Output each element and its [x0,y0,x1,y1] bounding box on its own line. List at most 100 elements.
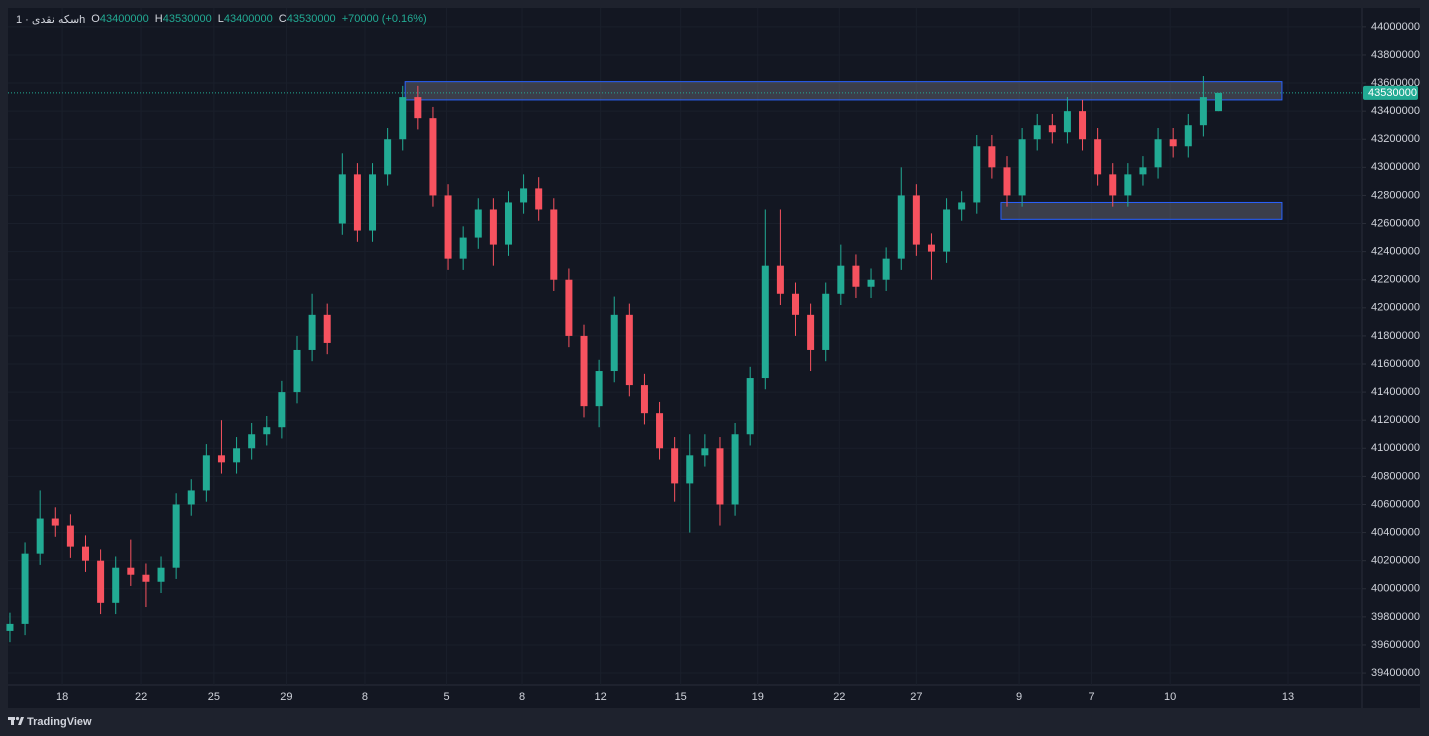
y-tick-label: 39800000 [1371,611,1420,623]
candle-body [595,371,603,407]
ohlc-value: 43400000 [99,13,149,25]
y-tick-label: 43000000 [1371,161,1420,173]
candle-body [912,195,920,245]
candle-body [474,209,482,238]
y-tick-label: 41200000 [1371,414,1420,426]
candle-body [36,518,44,554]
candle-body [1139,167,1147,175]
candle-body [353,174,361,231]
ohlc-open: O 43400000 [91,13,149,26]
x-tick-label: 29 [280,691,292,703]
last-price-tag [1363,85,1418,100]
candle-body [822,293,830,350]
candle-body [51,518,59,526]
x-tick-label: 22 [833,691,845,703]
ohlc-label: L [217,13,224,25]
candle-body [716,448,724,505]
y-tick-label: 40800000 [1371,470,1420,482]
candle-body [671,448,679,484]
candle-body [21,553,29,624]
candle-body [217,455,225,463]
candle-body [535,188,543,210]
candle-body [293,349,301,393]
candle-body [459,237,467,259]
candle-body [1109,174,1117,196]
x-tick-label: 15 [675,691,687,703]
x-tick-label: 10 [1164,691,1176,703]
x-tick-label: 18 [56,691,68,703]
candle-body [746,378,754,435]
x-tick-label: 27 [910,691,922,703]
y-tick-label: 44000000 [1371,21,1420,33]
ohlc-high: H 43530000 [155,13,212,26]
candle-body [958,202,966,210]
candle-body [444,195,452,259]
y-tick-label: 43400000 [1371,105,1420,117]
x-tick-label: 8 [362,691,368,703]
candle-body [1003,167,1011,196]
candle-body [807,314,815,350]
candle-body [520,188,528,203]
y-tick-label: 42600000 [1371,217,1420,229]
candle-body [580,335,588,407]
candle-body [278,392,286,428]
y-tick-label: 42400000 [1371,246,1420,258]
candle-body [384,139,392,175]
change: +70000 (+0.16%) [341,13,427,25]
candle-body [233,448,241,463]
candle-body [1094,139,1102,175]
x-tick-label: 12 [595,691,607,703]
brand: TradingView [27,716,92,728]
y-tick-label: 43200000 [1371,133,1420,145]
candle-body [1018,139,1026,196]
candle-body [686,455,694,484]
zone [1000,201,1283,220]
x-tick-label: 25 [208,691,220,703]
x-tick-label: 13 [1282,691,1294,703]
candle-body [1169,139,1177,147]
candle-body [1079,111,1087,140]
candle-body [656,413,664,449]
x-tick-label: 19 [752,691,764,703]
legend-header: سکه نقدی · 1h O 43400000 H 43530000 L 43400… [16,13,427,26]
candle-body [988,146,996,168]
symbol: سکه نقدی · 1h [16,14,86,26]
y-tick-label: 40200000 [1371,555,1420,567]
candle-body [837,265,845,294]
y-tick-label: 43800000 [1371,49,1420,61]
ohlc-value: 43400000 [223,13,273,25]
candle-body [973,146,981,203]
y-tick-label: 41400000 [1371,386,1420,398]
y-tick-label: 42800000 [1371,189,1420,201]
y-tick-label: 40600000 [1371,498,1420,510]
candle-body [202,455,210,491]
y-tick-label: 42200000 [1371,274,1420,286]
ohlc-value: 43530000 [286,13,336,25]
candle-body [97,560,105,603]
candle-body [1154,139,1162,168]
candle-body [1124,174,1132,196]
candle-body [248,434,256,449]
candle-body [701,448,709,456]
y-tick-label: 39400000 [1371,667,1420,679]
candle-body [308,314,316,350]
candle-body [1048,125,1056,133]
candle-body [943,209,951,252]
x-tick-label: 22 [135,691,147,703]
candle-body [610,314,618,372]
y-tick-label: 40000000 [1371,583,1420,595]
candle-body [142,574,150,582]
candle-body [187,490,195,505]
candle-body [1063,111,1071,133]
x-tick-label: 9 [1016,691,1022,703]
candle-body [66,525,74,547]
y-tick-label: 41800000 [1371,330,1420,342]
x-tick-label: 5 [443,691,449,703]
candle-body [172,504,180,568]
candle-body [338,174,346,224]
candle-body [927,244,935,252]
ohlc-label: O [91,13,100,25]
zone [404,81,1283,101]
candle-body [1033,125,1041,140]
